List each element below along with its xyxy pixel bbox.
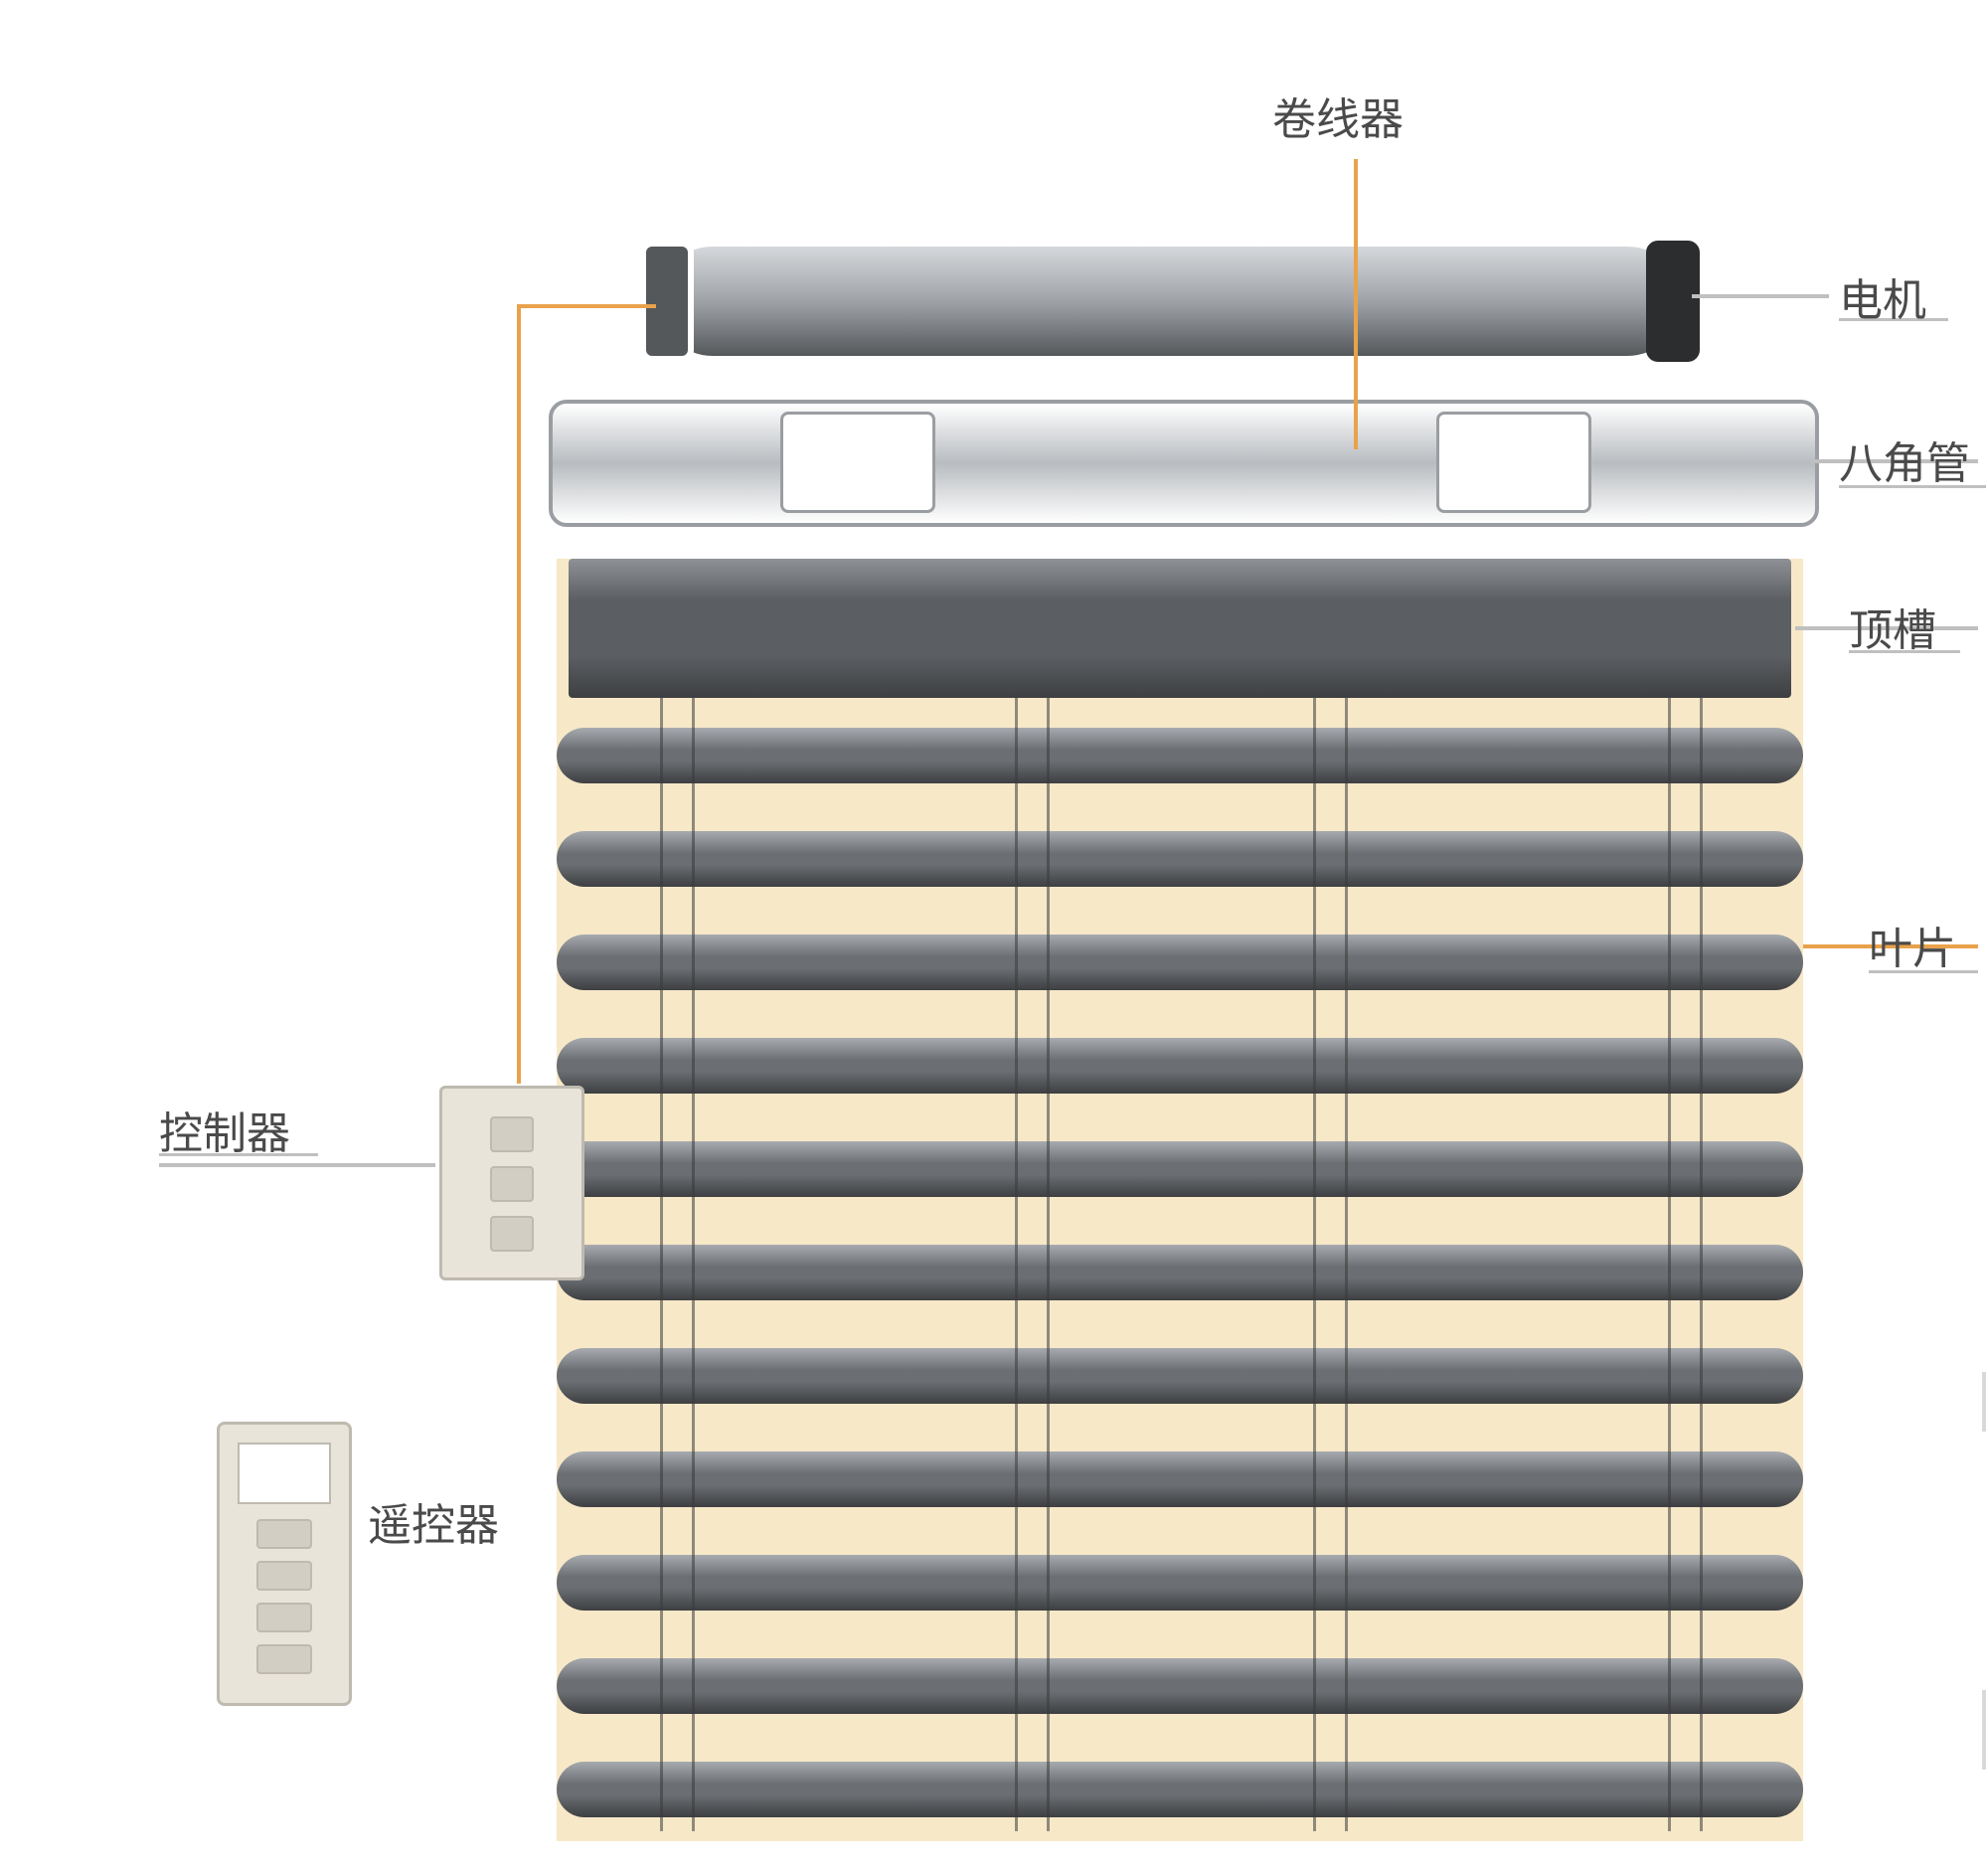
tube-bracket xyxy=(780,412,935,513)
label-spooler: 卷线器 xyxy=(1272,84,1404,147)
slat xyxy=(557,1658,1803,1714)
slats-group xyxy=(557,728,1803,1871)
leader-line xyxy=(159,1163,435,1167)
slat xyxy=(557,1245,1803,1300)
remote-button xyxy=(256,1561,312,1591)
leader-line xyxy=(1692,294,1829,298)
controller-button xyxy=(490,1216,534,1252)
label-remote: 遥控器 xyxy=(368,1489,499,1553)
remote-button xyxy=(256,1603,312,1632)
headrail xyxy=(569,559,1791,698)
leader-line xyxy=(517,304,521,1084)
slat xyxy=(557,935,1803,990)
slat xyxy=(557,728,1803,783)
cord xyxy=(1345,698,1348,1831)
cord xyxy=(692,698,695,1831)
slat xyxy=(557,1451,1803,1507)
remote-button xyxy=(256,1519,312,1549)
tube-bracket xyxy=(1436,412,1591,513)
cord xyxy=(1015,698,1018,1831)
cord xyxy=(1047,698,1050,1831)
label-slat: 叶片 xyxy=(1869,913,1956,976)
controller-button xyxy=(490,1166,534,1202)
octagonal-tube xyxy=(549,400,1819,527)
motor-endcap xyxy=(640,241,694,362)
slat xyxy=(557,831,1803,887)
leader-line xyxy=(517,304,656,308)
label-motor: 电机 xyxy=(1839,264,1926,328)
leader-line xyxy=(1982,1690,1986,1770)
slat xyxy=(557,1141,1803,1197)
cord xyxy=(1313,698,1316,1831)
remote-button xyxy=(256,1644,312,1674)
label-controller: 控制器 xyxy=(159,1098,290,1161)
slat xyxy=(557,1555,1803,1611)
remote-screen xyxy=(238,1443,331,1504)
cord xyxy=(1700,698,1703,1831)
slat xyxy=(557,1348,1803,1404)
label-octagonal: 八角管 xyxy=(1839,427,1970,491)
leader-line xyxy=(1354,159,1358,449)
cord xyxy=(1668,698,1671,1831)
controller-panel xyxy=(439,1086,584,1280)
remote-control xyxy=(217,1422,352,1706)
controller-button xyxy=(490,1116,534,1152)
diagram-stage: 卷线器 电机 八角管 顶槽 叶片 控制器 遥控器 xyxy=(0,0,1988,1841)
motor-endcap xyxy=(1646,241,1700,362)
leader-line xyxy=(1982,1372,1986,1432)
slat xyxy=(557,1038,1803,1094)
label-top-slot: 顶槽 xyxy=(1849,595,1936,658)
motor-tube xyxy=(658,247,1682,356)
slat xyxy=(557,1762,1803,1817)
cord xyxy=(660,698,663,1831)
